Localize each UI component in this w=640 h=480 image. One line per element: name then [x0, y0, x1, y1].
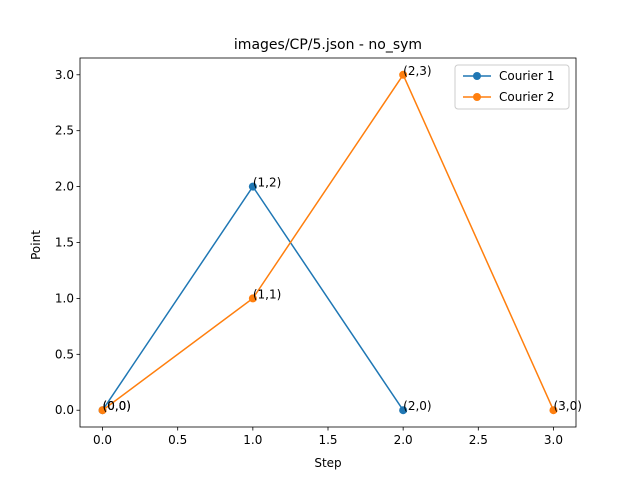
series-2-point — [248, 294, 257, 303]
y-tick-label: 2.0 — [55, 180, 74, 194]
plot-area: 0.0 0.5 1.0 1.5 2.0 2.5 3.0 0.0 0.5 1.0 1.5 2.0 2.5 3… — [55, 57, 582, 447]
x-tick-label: 1.5 — [318, 433, 337, 447]
y-tick-label: 0.5 — [55, 347, 74, 361]
x-tick-label: 1.0 — [243, 433, 262, 447]
y-tick-label: 2.5 — [55, 124, 74, 138]
series-1-point-label: (1,2) — [253, 176, 281, 190]
series-1-point-label: (2,0) — [403, 399, 431, 413]
x-tick-label: 2.0 — [394, 433, 413, 447]
legend: Courier 1 Courier 2 — [454, 64, 570, 110]
series-1-point-label: (0,0) — [103, 399, 131, 413]
legend-marker-1 — [473, 72, 481, 80]
x-tick-label: 3.0 — [544, 433, 563, 447]
y-tick-label: 3.0 — [55, 68, 74, 82]
series-2-point — [549, 406, 558, 415]
series-2-point-label: (3,0) — [553, 399, 581, 413]
y-axis-label: Point — [29, 230, 43, 260]
series-1-point — [248, 182, 257, 191]
legend-marker-2 — [473, 93, 481, 101]
series-2-point — [399, 70, 408, 79]
series-2-point-label: (0,0) — [103, 399, 131, 413]
y-tick-label: 1.5 — [55, 236, 74, 250]
y-tick-label: 1.0 — [55, 291, 74, 305]
legend-label-2: Courier 2 — [499, 90, 554, 104]
series-line-2 — [102, 73, 555, 411]
y-tick-label: 0.0 — [55, 403, 74, 417]
series-1-point — [399, 406, 408, 415]
x-tick-label: 0.5 — [168, 433, 187, 447]
chart-title: images/CP/5.json - no_sym — [234, 37, 422, 53]
x-tick-label: 2.5 — [469, 433, 488, 447]
x-axis-label: Step — [314, 456, 341, 470]
x-tick-label: 0.0 — [93, 433, 112, 447]
series-2-point-label: (2,3) — [403, 64, 431, 78]
series-2-point — [98, 406, 107, 415]
series-2-point-label: (1,1) — [253, 287, 281, 301]
legend-label-1: Courier 1 — [499, 69, 554, 83]
